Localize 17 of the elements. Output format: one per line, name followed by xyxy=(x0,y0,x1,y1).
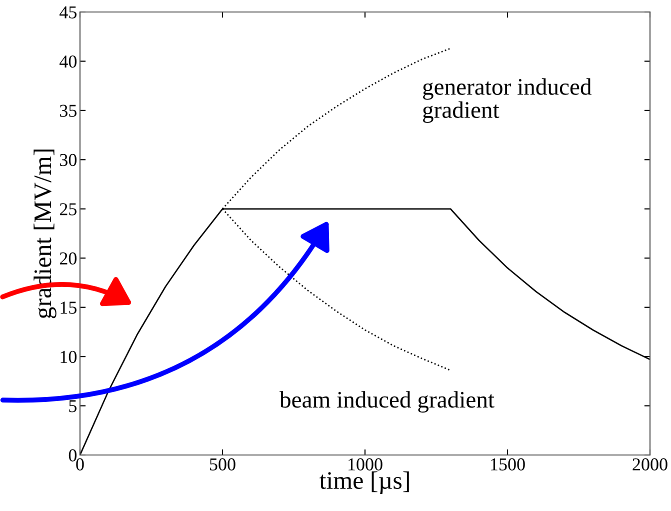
annotation: generator induced gradient xyxy=(423,78,592,123)
x-tick-label: 1500 xyxy=(491,458,525,470)
y-tick-label: 20 xyxy=(60,252,77,265)
y-tick-label: 15 xyxy=(60,302,77,314)
x-tick-label: 500 xyxy=(210,458,236,470)
y-tick-label: 10 xyxy=(60,350,77,363)
y-tick-label: 25 xyxy=(60,203,77,216)
y-tick-label: 5 xyxy=(69,400,77,412)
y-tick-label: 45 xyxy=(60,6,77,18)
x-tick-label: 1000 xyxy=(348,458,382,470)
y-tick-label: 40 xyxy=(60,55,77,68)
x-tick-label: 2000 xyxy=(632,458,668,470)
y-tick-label: 35 xyxy=(60,104,77,117)
y-tick-label: 0 xyxy=(68,449,77,462)
annotation: beam induced gradient xyxy=(280,391,494,413)
x-axis-title: time [µs] xyxy=(320,471,409,494)
y-tick-label: 30 xyxy=(60,154,77,166)
